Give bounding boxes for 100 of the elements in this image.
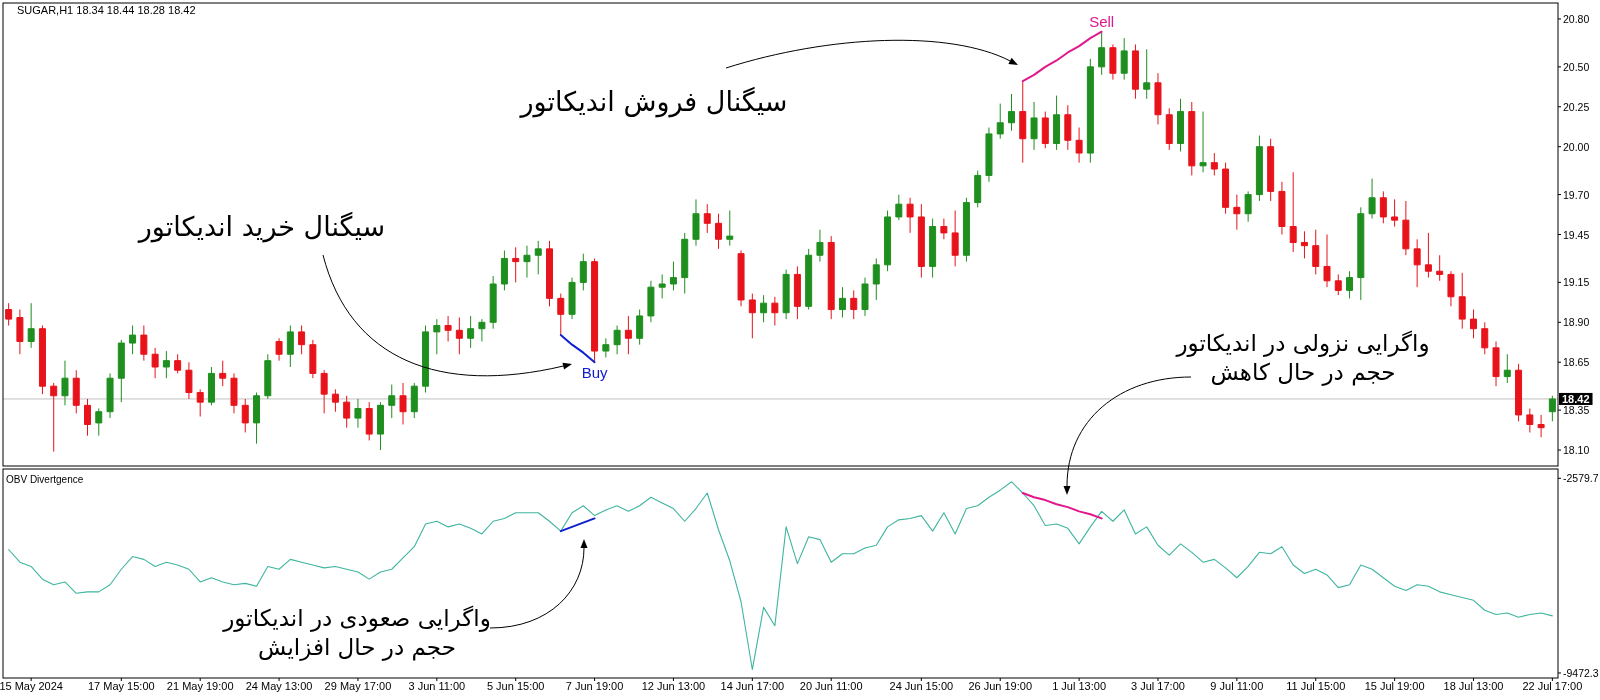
candlestick: [1143, 48, 1151, 100]
candlestick: [444, 315, 452, 342]
y-tick-label: 19.15: [1563, 276, 1590, 289]
candlestick: [286, 325, 294, 368]
candlestick: [1255, 135, 1263, 202]
candlestick: [647, 280, 655, 323]
text: OBV Divertgence: [6, 473, 84, 485]
candlestick: [1120, 37, 1128, 81]
candlestick: [207, 366, 215, 406]
candlestick: [320, 369, 328, 414]
candlestick: [1492, 340, 1500, 387]
candlestick: [1469, 309, 1477, 339]
candlestick: [861, 277, 869, 317]
candlestick: [478, 318, 486, 342]
candlestick: [884, 210, 892, 272]
candlestick: [523, 245, 531, 279]
annotation: واگرایی صعودی در اندیکاتور حجم در حال افزایش: [221, 604, 492, 662]
candlestick: [1210, 152, 1218, 176]
candlestick: [84, 398, 92, 437]
candlestick: [331, 388, 339, 413]
candlestick: [162, 350, 170, 379]
candlestick: [1458, 272, 1466, 330]
annotation: سیگنال خرید اندیکاتور: [138, 210, 386, 244]
candlestick: [106, 372, 114, 419]
candlestick: [782, 269, 790, 320]
candlestick: [985, 127, 993, 183]
x-tick-label: 21 May 19:00: [166, 680, 234, 692]
candlestick: [1177, 98, 1185, 152]
line-series: [1021, 492, 1103, 520]
x-tick-label: 24 Jun 15:00: [889, 680, 954, 692]
candlestick: [951, 210, 959, 267]
x-tick-label: 11 Jul 15:00: [1286, 680, 1346, 692]
y-tick-label: 20.80: [1563, 12, 1590, 25]
candlestick: [1278, 181, 1286, 235]
candlestick: [1357, 206, 1365, 301]
candlestick: [793, 265, 801, 320]
y-tick-label: 18.65: [1563, 356, 1590, 369]
candlestick: [1233, 194, 1241, 231]
candlestick: [974, 170, 982, 208]
candlestick: [1098, 31, 1106, 76]
x-tick-label: 3 Jun 11:00: [408, 680, 466, 692]
candlestick: [16, 309, 24, 355]
candlestick: [805, 248, 813, 311]
series-label: Sell: [1089, 12, 1115, 30]
candlestick: [703, 203, 711, 234]
candlestick: [1008, 93, 1015, 132]
y-tick-label: 18.10: [1563, 444, 1590, 457]
line-series: [559, 517, 596, 533]
candlestick: [996, 103, 1004, 140]
candlestick: [737, 249, 745, 307]
candlestick: [230, 372, 238, 414]
line-series: [1021, 30, 1103, 83]
candlestick: [929, 218, 937, 279]
candlestick: [1402, 200, 1410, 256]
candlestick: [72, 369, 80, 414]
y-tick-label: 20.25: [1563, 100, 1590, 113]
candlestick: [376, 401, 384, 451]
candlestick: [602, 337, 610, 358]
x-tick-label: 18 Jul 13:00: [1443, 680, 1504, 692]
candlestick: [500, 249, 508, 291]
candlestick: [174, 353, 182, 374]
candlestick: [568, 277, 576, 320]
candlestick: [1391, 198, 1399, 228]
y-tick-label: -2579.7: [1563, 472, 1599, 485]
candlestick: [658, 273, 666, 299]
candlestick: [1515, 363, 1523, 422]
candlestick: [624, 315, 632, 355]
candlestick: [850, 289, 858, 320]
y-tick-label: 18.90: [1563, 316, 1590, 329]
x-tick-label: 7 Jun 19:00: [565, 680, 624, 692]
candlestick: [50, 382, 58, 453]
candlestick: [253, 392, 261, 445]
candlestick: [681, 232, 689, 295]
chart-title: SUGAR,H1 18.34 18.44 18.28 18.42: [17, 4, 196, 16]
candlestick: [433, 318, 441, 355]
candlestick: [1109, 44, 1117, 81]
candlestick: [1267, 138, 1275, 202]
annotation: واگرایی نزولی در اندیکاتور حجم در حال کاهش: [1174, 329, 1431, 387]
candlestick: [534, 240, 542, 275]
candlestick: [1346, 270, 1354, 299]
candlestick: [940, 218, 948, 240]
candlestick: [298, 325, 306, 355]
candlestick: [906, 197, 914, 234]
candlestick: [917, 203, 925, 279]
x-tick-label: 9 Jul 11:00: [1210, 680, 1264, 692]
ref-line-label: 18.42: [1562, 392, 1590, 405]
candlestick: [38, 325, 46, 395]
candlestick: [591, 257, 599, 363]
candlestick: [895, 194, 903, 221]
candlestick: [872, 257, 880, 301]
line-series: [559, 334, 596, 364]
candlestick: [760, 294, 768, 323]
candlestick: [399, 382, 407, 425]
y-tick-label: 20.00: [1563, 140, 1590, 153]
candlestick: [5, 302, 13, 326]
candlestick: [1334, 273, 1342, 296]
candlestick: [1222, 162, 1230, 215]
candlestick: [748, 293, 756, 339]
candlestick: [1244, 190, 1252, 223]
x-tick-label: 14 Jun 17:00: [720, 680, 785, 692]
